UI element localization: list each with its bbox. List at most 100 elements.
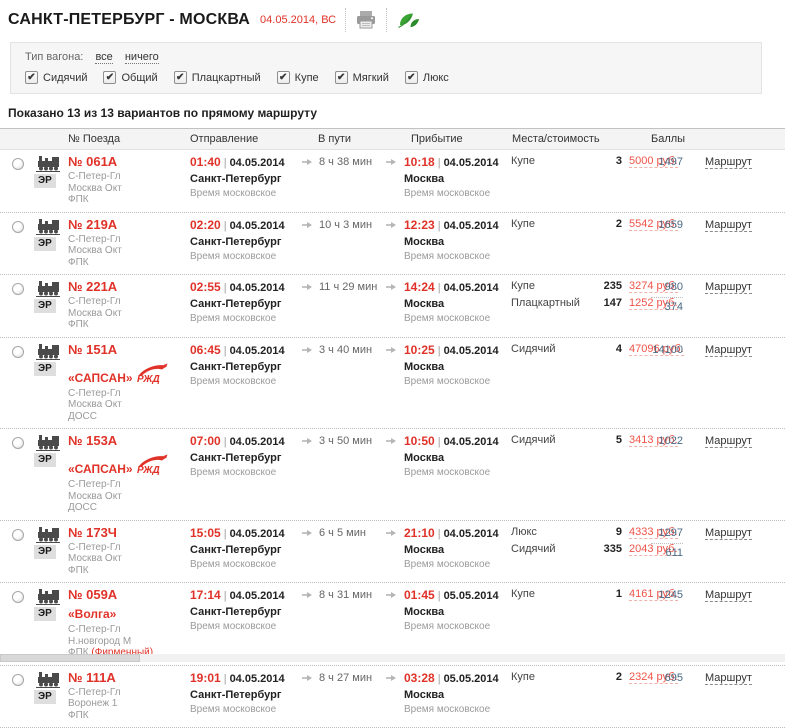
train-select-radio[interactable]: [12, 437, 24, 449]
departure-city: Санкт-Петербург: [190, 452, 302, 464]
arrow-right-icon: [386, 674, 397, 682]
points-value: 14100: [651, 343, 683, 360]
departure-date: 04.05.2014: [230, 673, 285, 685]
wagon-type-checkbox[interactable]: ✔Мягкий: [335, 71, 389, 84]
checkbox-icon[interactable]: ✔: [405, 71, 418, 84]
duration-cell: 8 ч 38 мин: [302, 155, 386, 169]
departure-time: 01:40: [190, 155, 221, 169]
route-link[interactable]: Маршрут: [705, 527, 752, 540]
arrival-timezone: Время московское: [404, 376, 499, 387]
duration-text: 10 ч 3 мин: [319, 218, 372, 232]
horizontal-scrollbar[interactable]: [0, 654, 785, 662]
print-icon[interactable]: [355, 10, 377, 30]
train-number[interactable]: № 061А: [68, 155, 190, 169]
station-line: Н.новгород М: [68, 636, 190, 648]
arrival-city: Москва: [404, 452, 499, 464]
scrollbar-thumb[interactable]: [0, 654, 140, 662]
departure-date: 04.05.2014: [230, 436, 285, 448]
train-select-radio[interactable]: [12, 283, 24, 295]
rzd-logo-icon: РЖД: [136, 362, 170, 388]
route-cell: Маршрут: [697, 526, 785, 540]
route-cell: Маршрут: [697, 218, 785, 232]
route-link[interactable]: Маршрут: [705, 589, 752, 602]
train-number[interactable]: № 151А: [68, 343, 190, 357]
train-select-radio[interactable]: [12, 529, 24, 541]
route-link[interactable]: Маршрут: [705, 219, 752, 232]
route-title: САНКТ-ПЕТЕРБУРГ - МОСКВА: [8, 11, 250, 29]
train-number[interactable]: № 221А: [68, 280, 190, 294]
station-line: ДОСС: [68, 411, 190, 423]
select-all-link[interactable]: все: [95, 51, 112, 64]
seat-class: Плацкартный: [511, 297, 589, 310]
departure-timezone: Время московское: [190, 188, 302, 199]
departure-timezone: Время московское: [190, 559, 302, 570]
points-cell: 695: [651, 671, 697, 688]
arrow-right-icon: [386, 529, 397, 537]
arrow-right-icon: [302, 158, 313, 166]
eco-leaf-icon[interactable]: [396, 11, 422, 30]
station-line: С-Петер-Гл: [68, 296, 190, 308]
seat-class: Купе: [511, 671, 589, 684]
wagon-type-checkbox[interactable]: ✔ Люкс: [405, 71, 449, 84]
route-cell: Маршрут: [697, 671, 785, 685]
departure-city: Санкт-Петербург: [190, 298, 302, 310]
icon-cell: ЭР: [34, 588, 68, 621]
train-select-radio[interactable]: [12, 346, 24, 358]
arrival-time: 10:50: [404, 434, 435, 448]
departure-cell: 15:05|04.05.2014 Санкт-Петербург Время м…: [190, 526, 302, 570]
divider: [386, 8, 387, 32]
checkbox-icon[interactable]: ✔: [174, 71, 187, 84]
checkbox-label: Люкс: [423, 72, 449, 84]
route-link[interactable]: Маршрут: [705, 672, 752, 685]
route-cell: Маршрут: [697, 434, 785, 448]
electronic-registration-badge: ЭР: [34, 453, 56, 467]
route-link[interactable]: Маршрут: [705, 435, 752, 448]
seat-class: Сидячий: [511, 543, 589, 556]
route-link[interactable]: Маршрут: [705, 344, 752, 357]
train-number[interactable]: № 219А: [68, 218, 190, 232]
train-select-radio[interactable]: [12, 674, 24, 686]
select-none-link[interactable]: ничего: [125, 51, 159, 64]
route-link[interactable]: Маршрут: [705, 281, 752, 294]
wagon-type-checkbox[interactable]: ✔Сидячий: [25, 71, 87, 84]
seat-class: Купе: [511, 218, 589, 231]
wagon-type-checkbox[interactable]: ✔Общий: [103, 71, 157, 84]
train-number[interactable]: № 173Ч: [68, 526, 190, 540]
station-line: С-Петер-Гл: [68, 479, 190, 491]
wagon-type-checkbox[interactable]: ✔Плацкартный: [174, 71, 261, 84]
train-select-radio[interactable]: [12, 591, 24, 603]
checkbox-icon[interactable]: ✔: [25, 71, 38, 84]
route-link[interactable]: Маршрут: [705, 156, 752, 169]
train-select-radio[interactable]: [12, 158, 24, 170]
locomotive-icon: [34, 588, 62, 605]
station-line: ДОСС: [68, 502, 190, 514]
train-number[interactable]: № 111А: [68, 671, 190, 685]
checkbox-icon[interactable]: ✔: [277, 71, 290, 84]
icon-cell: ЭР: [34, 434, 68, 467]
train-number[interactable]: № 059А: [68, 588, 190, 602]
arrival-timezone: Время московское: [404, 559, 499, 570]
train-select-radio[interactable]: [12, 221, 24, 233]
route-cell: Маршрут: [697, 155, 785, 169]
wagon-type-checkbox[interactable]: ✔Купе: [277, 71, 319, 84]
seat-count: 2: [596, 671, 622, 683]
train-number[interactable]: № 153А: [68, 434, 190, 448]
duration-cell: 3 ч 40 мин: [302, 343, 386, 357]
arrival-time: 12:23: [404, 218, 435, 232]
checkbox-icon[interactable]: ✔: [103, 71, 116, 84]
checkbox-icon[interactable]: ✔: [335, 71, 348, 84]
